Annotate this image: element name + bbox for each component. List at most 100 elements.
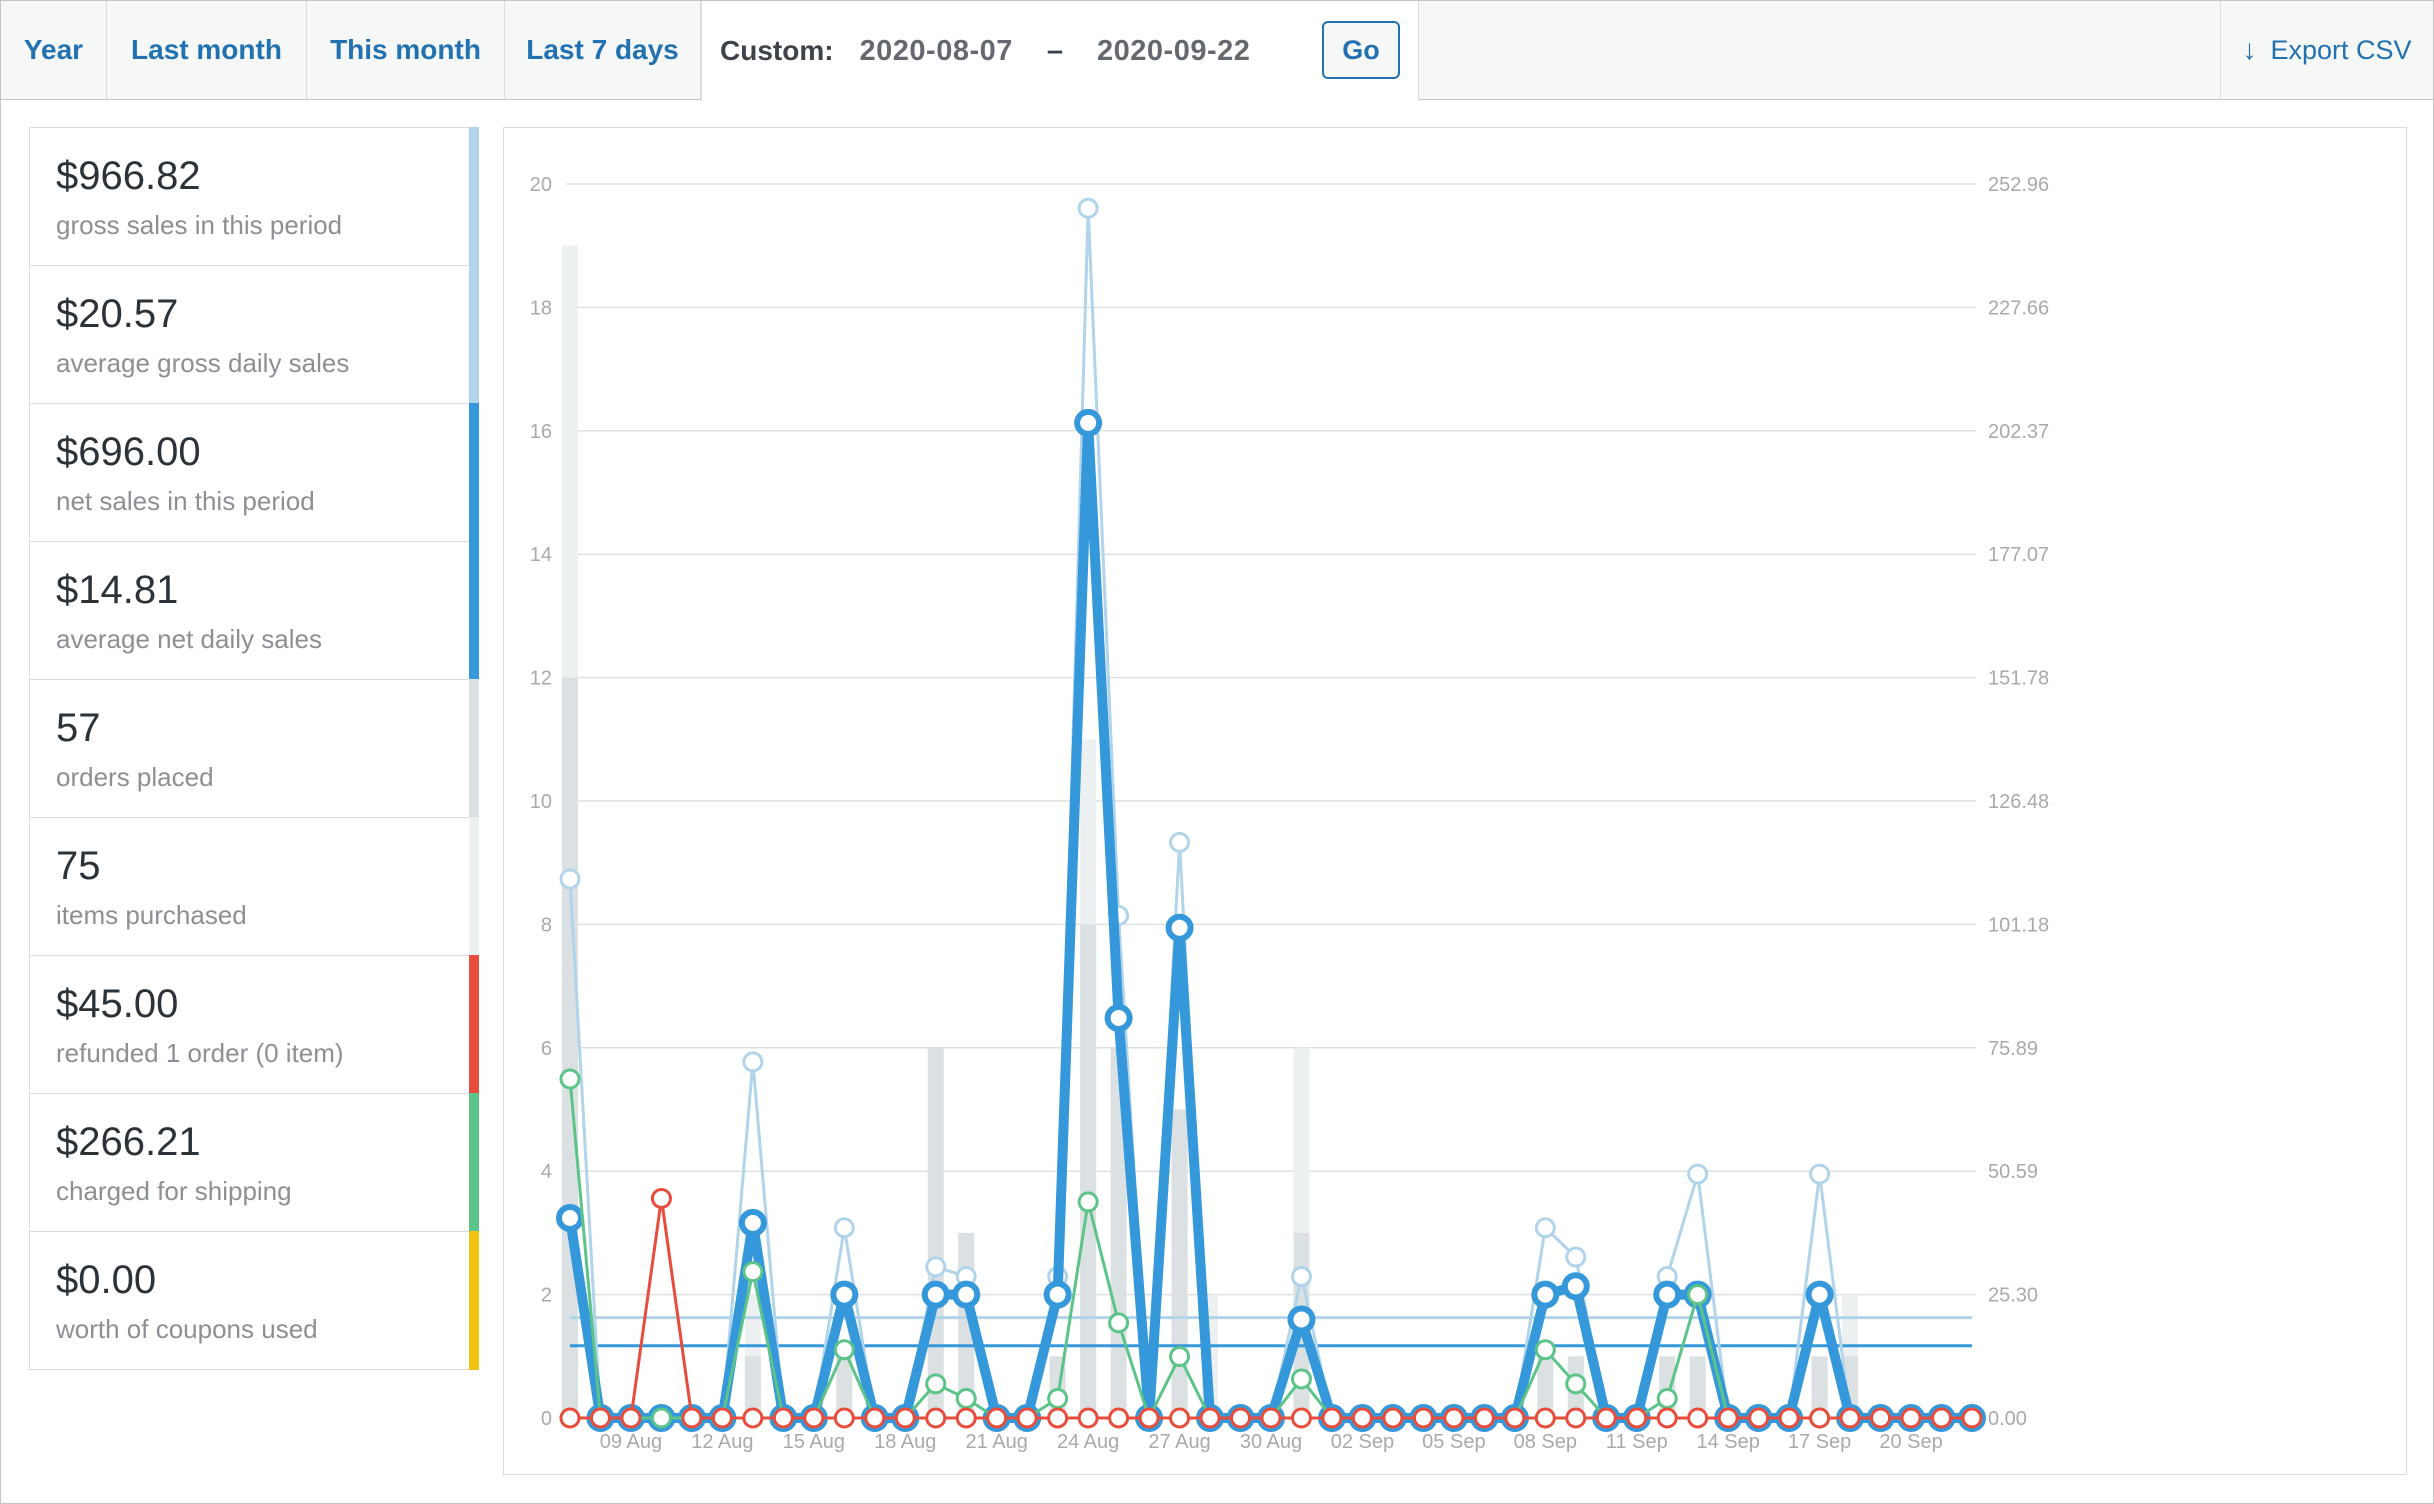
start-date-input[interactable]: 2020-08-07 [859,34,1013,67]
legend-color-bar [469,817,479,956]
legend-item[interactable]: $20.57 average gross daily sales [30,265,479,404]
legend-item[interactable]: $45.00 refunded 1 order (0 item) [30,955,479,1094]
data-point [1230,1407,1252,1429]
legend-value: $0.00 [56,1258,157,1302]
legend-item[interactable]: $14.81 average net daily sales [30,541,479,680]
data-point [1074,408,1103,437]
data-point [1199,1407,1221,1429]
data-point [559,868,581,890]
download-arrow-icon: ↓ [2242,34,2257,65]
legend-item[interactable]: $266.21 charged for shipping [30,1093,479,1232]
data-point [1531,1280,1560,1309]
x-tick-label: 30 Aug [1240,1431,1302,1453]
bar-orders [1080,924,1097,1418]
data-point [1016,1407,1038,1429]
data-point [952,1280,981,1309]
data-point [1077,1407,1099,1429]
y-right-tick-label: 50.59 [1988,1161,2038,1183]
legend-caption: average gross daily sales [56,348,350,378]
data-point [1687,1163,1709,1185]
export-csv-label: Export CSV [2270,34,2412,65]
data-point [1443,1407,1465,1429]
x-tick-label: 14 Sep [1696,1431,1759,1453]
y-right-tick-label: 126.48 [1988,791,2049,813]
data-point [1653,1280,1682,1309]
x-tick-label: 08 Sep [1514,1431,1577,1453]
data-point [1656,1387,1678,1409]
data-point [556,1203,584,1232]
legend-value: $266.21 [56,1120,201,1164]
legend-item[interactable]: 57 orders placed [30,679,479,818]
data-point [1595,1407,1617,1429]
data-point [1104,1003,1133,1032]
x-tick-label: 20 Sep [1879,1431,1942,1453]
legend-value: $45.00 [56,982,179,1026]
legend-caption: orders placed [56,762,214,792]
data-point [1534,1407,1556,1429]
legend-value: $696.00 [56,430,201,474]
data-point [1290,1266,1312,1288]
y-left-tick-label: 4 [541,1161,552,1183]
data-point [833,1407,855,1429]
data-point [620,1407,642,1429]
data-point [1165,913,1194,942]
data-point [1565,1373,1587,1395]
custom-label: Custom: [720,35,834,66]
y-right-tick-label: 101.18 [1988,914,2049,936]
data-point [742,1051,764,1073]
data-point [738,1208,767,1237]
data-point [1351,1407,1373,1429]
data-point [1412,1407,1434,1429]
bar-orders [1811,1356,1828,1418]
data-point [1321,1407,1343,1429]
data-point [1809,1407,1831,1429]
y-right-tick-label: 0.00 [1988,1408,2027,1430]
tab-last-7-days[interactable]: Last 7 days [505,1,701,99]
sales-chart: 0 2 4 6 8 10 12 14 16 18 20 0.00 25.30 50.59 75.89 101.… [503,127,2407,1475]
legend-item[interactable]: $0.00 worth of coupons used [30,1231,479,1370]
y-right-tick-label: 151.78 [1988,668,2049,690]
legend-value: 75 [56,844,101,888]
tab-this-month[interactable]: This month [307,1,505,99]
data-point [894,1407,916,1429]
export-csv-button[interactable]: ↓ Export CSV [2220,1,2433,99]
data-point [1626,1407,1648,1429]
data-point [742,1261,764,1283]
data-point [1290,1407,1312,1429]
data-point [830,1280,859,1309]
legend-item[interactable]: 75 items purchased [30,817,479,956]
legend-caption: average net daily sales [56,624,322,654]
y-left-tick-label: 2 [541,1285,552,1307]
data-point [1687,1407,1709,1429]
tab-last-month[interactable]: Last month [107,1,307,99]
legend-item[interactable]: $696.00 net sales in this period [30,403,479,542]
y-right-tick-label: 227.66 [1988,297,2049,319]
x-tick-label: 15 Aug [783,1431,845,1453]
data-point [1900,1407,1922,1429]
data-point [1287,1305,1316,1334]
x-tick-label: 24 Aug [1057,1431,1119,1453]
y-right-tick-label: 177.07 [1988,544,2049,566]
data-point [1565,1246,1587,1268]
bar-orders [836,1356,853,1418]
go-button[interactable]: Go [1322,21,1400,79]
x-tick-label: 27 Aug [1148,1431,1210,1453]
data-point [1260,1407,1282,1429]
y-left-tick-label: 16 [530,421,552,443]
data-point [711,1407,733,1429]
y-left-tick-label: 20 [530,174,552,196]
data-point [921,1280,950,1309]
y-left-tick-label: 14 [530,544,552,566]
end-date-input[interactable]: 2020-09-22 [1097,34,1251,67]
data-point [925,1373,947,1395]
legend-item[interactable]: $966.82 gross sales in this period [30,127,479,266]
legend-value: $966.82 [56,154,201,198]
x-tick-label: 21 Aug [966,1431,1028,1453]
data-point [1169,831,1191,853]
data-point [1108,1312,1130,1334]
tab-year[interactable]: Year [1,1,107,99]
chart-legend: $966.82 gross sales in this period $20.57 a… [29,127,479,1370]
bar-orders [927,1047,944,1418]
sales-chart-svg: 0 2 4 6 8 10 12 14 16 18 20 0.00 25.30 50.59 75.89 101.… [530,174,2049,1453]
